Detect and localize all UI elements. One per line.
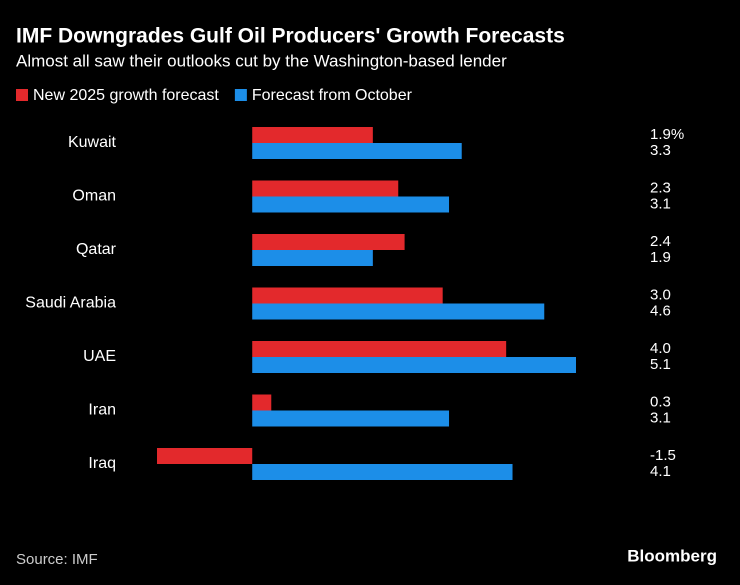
bar <box>252 357 576 373</box>
value-label: 4.6 <box>650 302 671 319</box>
chart-subtitle: Almost all saw their outlooks cut by the… <box>16 51 507 70</box>
bar <box>252 196 450 213</box>
value-label: 3.0 <box>650 286 671 303</box>
bar <box>252 250 373 266</box>
value-label: 2.3 <box>650 179 671 196</box>
value-label: 1.9% <box>650 126 684 143</box>
y-tick-label: Qatar <box>76 241 117 258</box>
y-tick-label: Iran <box>88 402 116 419</box>
bar <box>157 448 253 464</box>
bar <box>252 394 272 411</box>
y-tick-label: Iraq <box>88 455 116 472</box>
value-label: 1.9 <box>650 249 671 266</box>
chart-title: IMF Downgrades Gulf Oil Producers' Growt… <box>16 25 565 48</box>
source: Source: IMF <box>16 551 98 568</box>
bar <box>252 464 513 480</box>
legend-label: Forecast from October <box>252 87 413 104</box>
value-label: 4.0 <box>650 340 671 357</box>
y-tick-label: Saudi Arabia <box>25 295 116 312</box>
bar <box>252 143 462 159</box>
value-label: 3.1 <box>650 195 671 212</box>
legend-label: New 2025 growth forecast <box>33 87 219 104</box>
value-label: 4.1 <box>650 463 671 480</box>
legend-swatch <box>234 89 247 101</box>
bar <box>252 341 507 357</box>
bar <box>252 410 450 427</box>
bar <box>252 180 399 197</box>
value-label: 0.3 <box>650 393 671 410</box>
brand: Bloomberg <box>627 546 717 565</box>
y-tick-label: Kuwait <box>68 134 117 151</box>
bar <box>252 303 545 320</box>
bar <box>252 127 373 143</box>
value-label: 3.1 <box>650 409 671 426</box>
value-label: 5.1 <box>650 356 671 373</box>
y-tick-label: Oman <box>72 188 116 205</box>
legend-swatch <box>16 89 28 101</box>
value-label: 3.3 <box>650 142 671 159</box>
bar <box>252 234 405 250</box>
value-label: 2.4 <box>650 233 671 250</box>
value-label: -1.5 <box>650 447 676 464</box>
y-tick-label: UAE <box>83 348 116 365</box>
bar <box>252 287 443 304</box>
